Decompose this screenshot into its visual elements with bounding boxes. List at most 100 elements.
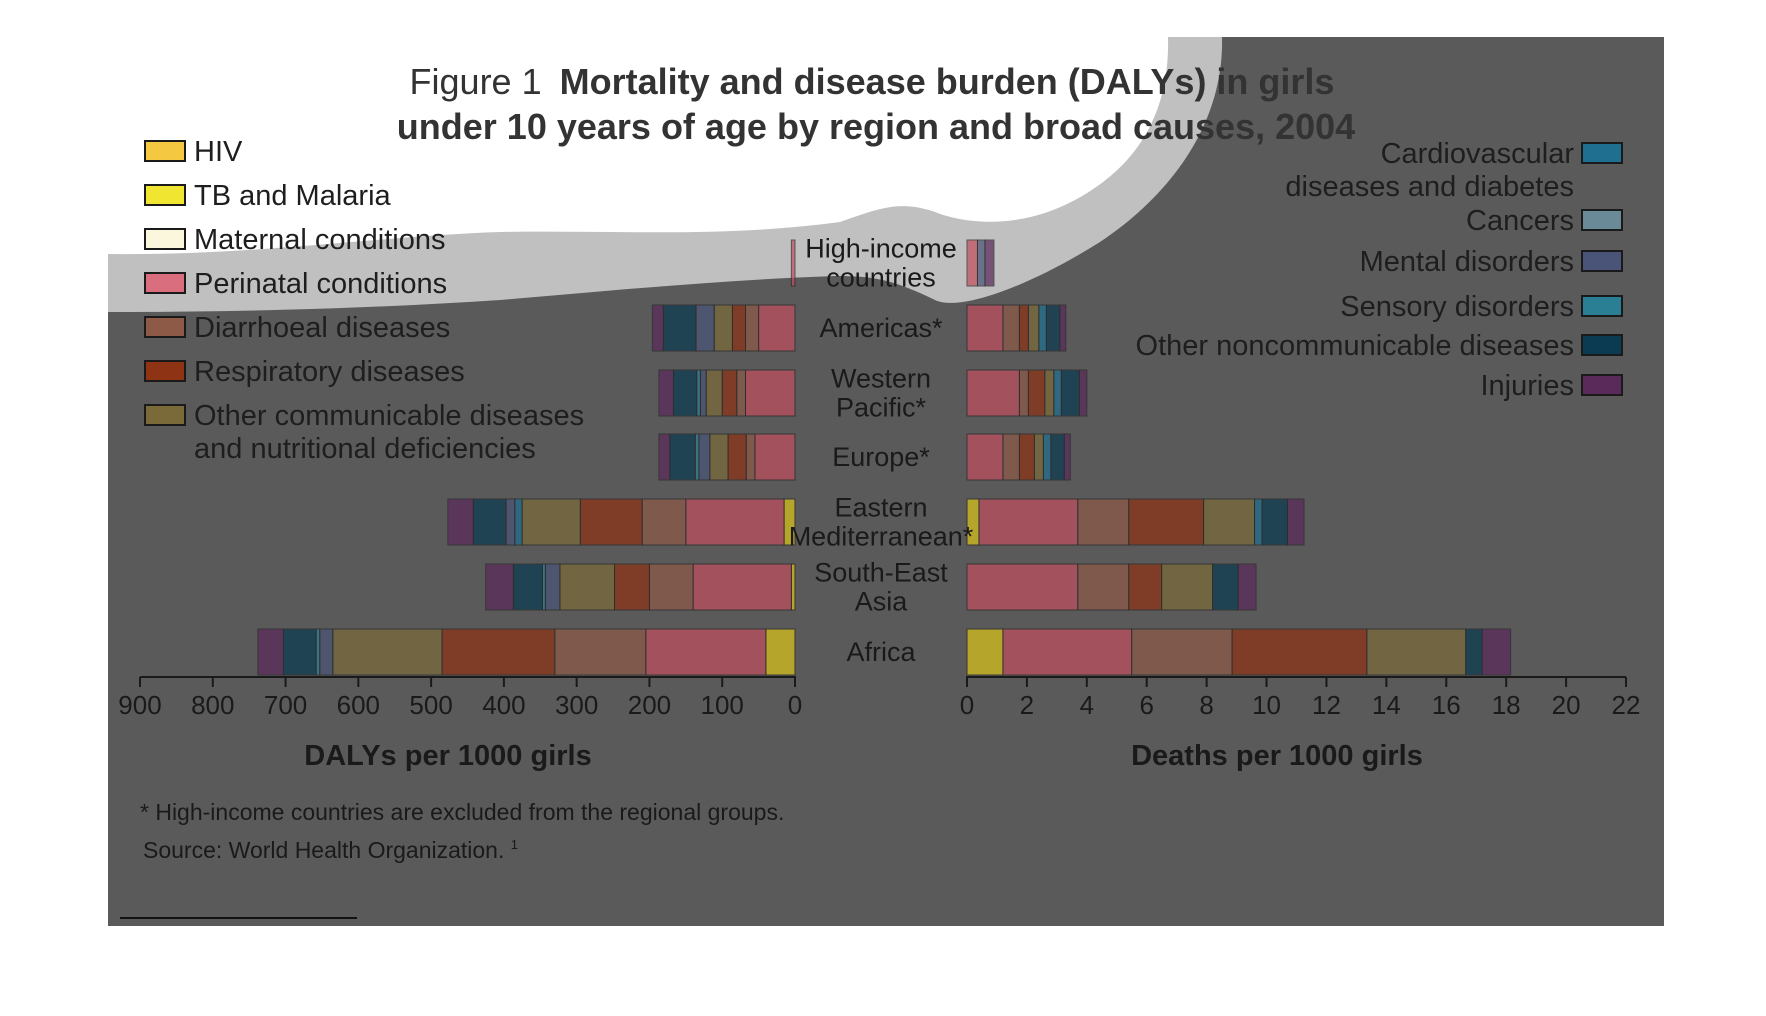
legend-swatch-left-0 xyxy=(144,140,186,162)
legend-label-left-6: and nutritional deficiencies xyxy=(194,433,536,465)
deaths-bar-eastern-mediterranean-cardiovascular xyxy=(1254,498,1263,546)
deaths-bar-europe-diarrhoeal xyxy=(1002,433,1020,481)
legend-label-left-2: Maternal conditions xyxy=(194,224,445,256)
dalys-bar-europe-respiratory xyxy=(727,433,747,481)
deaths-axis-title: Deaths per 1000 girls xyxy=(1131,740,1423,772)
deaths-bar-eastern-mediterranean-respiratory xyxy=(1128,498,1205,546)
dalys-bar-south-east-asia-other-ncd xyxy=(512,563,543,611)
deaths-tick-label: 6 xyxy=(1139,690,1153,720)
region-label-high-income: countries xyxy=(826,263,936,293)
deaths-bar-americas-perinatal xyxy=(966,304,1004,352)
deaths-bar-americas-other-communicable xyxy=(1027,304,1040,352)
dalys-bar-europe-diarrhoeal xyxy=(745,433,756,481)
dalys-tick-label: 0 xyxy=(788,690,802,720)
deaths-tick-label: 10 xyxy=(1252,690,1281,720)
dalys-bar-western-pacific-injuries xyxy=(658,369,674,417)
legend-swatch-right-2 xyxy=(1581,250,1623,272)
region-label-high-income: High-income xyxy=(805,234,957,264)
deaths-bar-south-east-asia-perinatal xyxy=(966,563,1079,611)
deaths-bar-africa-other-ncd xyxy=(1465,628,1483,676)
dalys-bar-africa-sensory xyxy=(315,628,321,676)
dalys-bar-eastern-mediterranean-injuries xyxy=(447,498,474,546)
deaths-bar-eastern-mediterranean-injuries xyxy=(1287,498,1305,546)
dalys-bar-africa-perinatal xyxy=(645,628,767,676)
dalys-bar-western-pacific-other-communicable xyxy=(705,369,723,417)
deaths-bar-eastern-mediterranean-perinatal xyxy=(978,498,1079,546)
dalys-bar-eastern-mediterranean-diarrhoeal xyxy=(641,498,687,546)
dalys-bar-americas-diarrhoeal xyxy=(745,304,760,352)
dalys-axis: 900 800 700 600 500 400 300 200 100 0 xyxy=(118,676,802,720)
dalys-bar-eastern-mediterranean-respiratory xyxy=(579,498,643,546)
dalys-bar-high-income-perinatal xyxy=(790,239,796,287)
dalys-bar-americas-other-communicable xyxy=(713,304,733,352)
dalys-bar-western-pacific-sensory xyxy=(696,369,701,417)
dalys-bar-western-pacific-other-ncd xyxy=(672,369,698,417)
dalys-bar-south-east-asia-respiratory xyxy=(614,563,650,611)
region-label-africa: Africa xyxy=(846,637,916,667)
dalys-bar-south-east-asia-perinatal xyxy=(692,563,792,611)
deaths-bar-africa-other-communicable xyxy=(1366,628,1467,676)
deaths-bar-africa-tb-malaria xyxy=(966,628,1004,676)
dalys-bar-americas-other-ncd xyxy=(662,304,697,352)
deaths-bar-high-income-injuries xyxy=(984,239,995,287)
deaths-bar-high-income-perinatal xyxy=(966,239,978,287)
region-label-south-east-asia: South-East xyxy=(814,558,948,588)
source-ref: 1 xyxy=(511,837,518,852)
dalys-bar-africa-diarrhoeal xyxy=(554,628,647,676)
dalys-bars xyxy=(257,239,796,676)
dalys-bar-eastern-mediterranean-cardiovascular xyxy=(514,498,523,546)
legend-label-right-1: Cancers xyxy=(1466,205,1574,237)
dalys-bar-europe-sensory xyxy=(694,433,700,481)
dalys-bar-south-east-asia-injuries xyxy=(485,563,514,611)
deaths-bar-western-pacific-diarrhoeal xyxy=(1018,369,1029,417)
legend-swatch-right-0 xyxy=(1581,142,1623,164)
dalys-bar-americas-mental xyxy=(695,304,715,352)
region-label-western-pacific: Pacific* xyxy=(836,393,927,423)
deaths-tick-label: 8 xyxy=(1199,690,1213,720)
dalys-tick-label: 600 xyxy=(337,690,380,720)
deaths-tick-label: 2 xyxy=(1020,690,1034,720)
legend-label-right-0: diseases and diabetes xyxy=(1285,171,1574,203)
dalys-bar-africa-other-communicable xyxy=(332,628,443,676)
dalys-bar-africa-injuries xyxy=(257,628,284,676)
dalys-bar-americas-perinatal xyxy=(758,304,796,352)
deaths-tick-label: 14 xyxy=(1372,690,1401,720)
title-prefix: Figure 1 xyxy=(410,61,542,102)
legend-label-right-2: Mental disorders xyxy=(1360,246,1574,278)
region-label-eastern-mediterranean: Mediterranean* xyxy=(789,522,974,552)
dalys-bar-western-pacific-mental xyxy=(699,369,707,417)
dalys-bar-americas-respiratory xyxy=(731,304,747,352)
deaths-bar-americas-cardiovascular xyxy=(1038,304,1047,352)
dalys-bar-south-east-asia-tb-malaria xyxy=(790,563,796,611)
chart-title-line2: under 10 years of age by region and broa… xyxy=(397,106,1355,147)
legend-label-left-4: Diarrhoeal diseases xyxy=(194,312,450,344)
legend-swatch-left-2 xyxy=(144,228,186,250)
legend-label-right-0: Cardiovascular xyxy=(1381,138,1575,170)
legend-label-right-4: Other noncommunicable diseases xyxy=(1136,330,1574,362)
dalys-bar-europe-other-communicable xyxy=(709,433,729,481)
legend-swatch-left-5 xyxy=(144,360,186,382)
deaths-tick-label: 0 xyxy=(960,690,974,720)
legend-label-left-1: TB and Malaria xyxy=(194,180,392,212)
deaths-bar-africa-injuries xyxy=(1481,628,1512,676)
legend-label-left-6: Other communicable diseases xyxy=(194,400,584,432)
deaths-bar-europe-respiratory xyxy=(1018,433,1035,481)
footnote: * High-income countries are excluded fro… xyxy=(140,799,784,825)
deaths-bar-americas-diarrhoeal xyxy=(1002,304,1020,352)
deaths-bar-europe-perinatal xyxy=(966,433,1004,481)
dalys-bar-europe-perinatal xyxy=(754,433,796,481)
dalys-bar-americas-injuries xyxy=(651,304,664,352)
deaths-bar-south-east-asia-diarrhoeal xyxy=(1077,563,1130,611)
deaths-tick-label: 12 xyxy=(1312,690,1341,720)
region-label-americas: Americas* xyxy=(819,313,943,343)
legend-swatch-left-6 xyxy=(144,404,186,426)
dalys-bar-europe-other-ncd xyxy=(669,433,696,481)
deaths-bar-western-pacific-perinatal xyxy=(966,369,1020,417)
deaths-bar-europe-injuries xyxy=(1063,433,1071,481)
legend-swatch-right-5 xyxy=(1581,374,1623,396)
deaths-bar-africa-diarrhoeal xyxy=(1131,628,1233,676)
deaths-bar-high-income-mental xyxy=(976,239,986,287)
legend-swatch-left-3 xyxy=(144,272,186,294)
legend-swatch-left-4 xyxy=(144,316,186,338)
